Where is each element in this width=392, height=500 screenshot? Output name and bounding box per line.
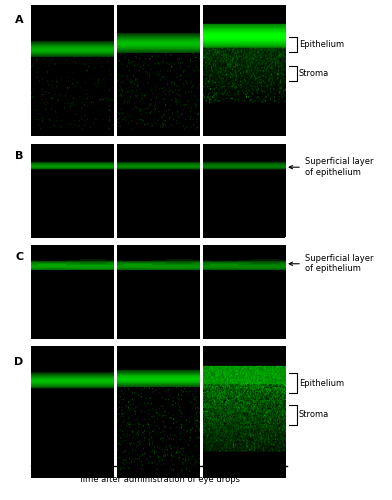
Text: Time after administration of eye drops: Time after administration of eye drops: [78, 475, 240, 484]
Text: 60 min: 60 min: [229, 460, 258, 469]
Text: 15 min: 15 min: [58, 460, 87, 469]
Text: 30 min: 30 min: [144, 460, 173, 469]
Text: Stroma: Stroma: [299, 68, 329, 78]
Text: Superficial layer
of epithelium: Superficial layer of epithelium: [289, 158, 373, 177]
Text: Epithelium: Epithelium: [299, 40, 344, 49]
Text: C: C: [15, 252, 24, 262]
Text: D: D: [14, 357, 24, 367]
Text: A: A: [15, 16, 24, 26]
Text: Superficial layer
of epithelium: Superficial layer of epithelium: [289, 254, 373, 274]
Text: Stroma: Stroma: [299, 410, 329, 419]
Text: Epithelium: Epithelium: [299, 378, 344, 388]
Text: B: B: [15, 151, 24, 161]
